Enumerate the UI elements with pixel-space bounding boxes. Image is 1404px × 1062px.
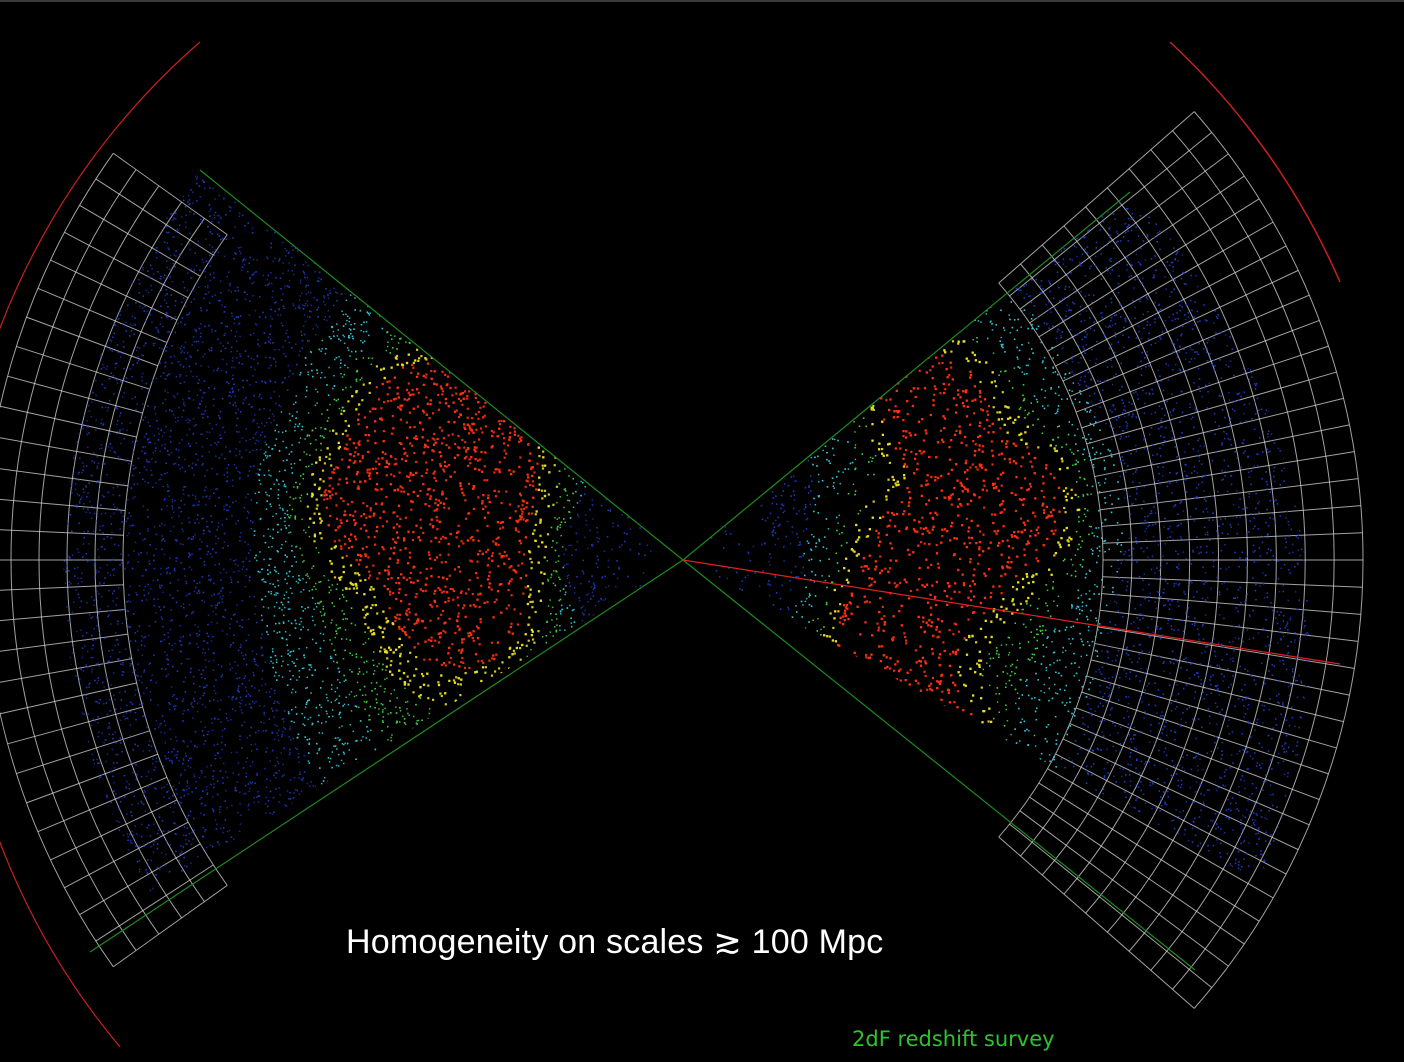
right-wedge-red-line — [683, 560, 1340, 664]
survey-credit: 2dF redshift survey — [852, 1027, 1055, 1051]
right-wedge — [683, 42, 1363, 1008]
slide-caption: Homogeneity on scales ≳ 100 Mpc — [346, 922, 883, 962]
right-wedge-outer-red-arc — [1170, 42, 1340, 282]
left-wedge-outer-red-arc — [0, 42, 200, 1047]
left-wedge-top-edge — [200, 170, 683, 560]
left-wedge — [0, 42, 683, 1047]
right-wedge-top-edge — [683, 192, 1130, 560]
right-wedge-grid — [999, 112, 1363, 1009]
left-wedge-galaxies — [14, 144, 656, 982]
